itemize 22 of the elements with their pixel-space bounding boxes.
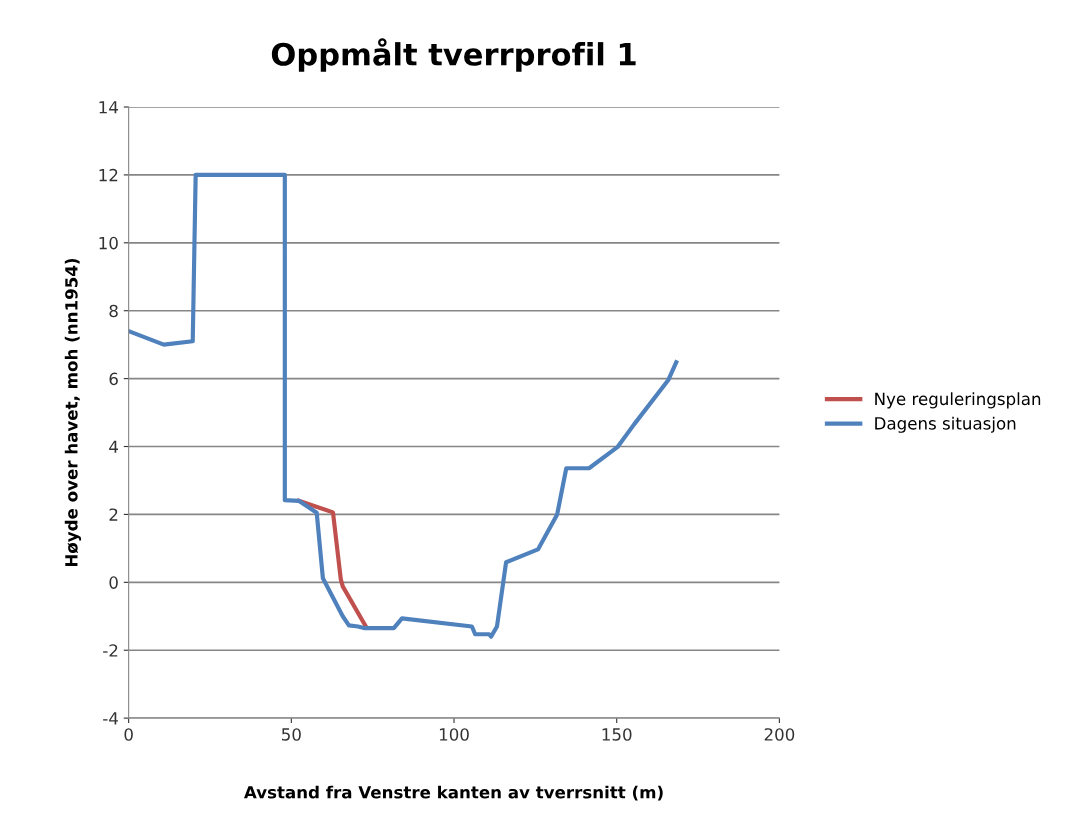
x-tick-label: 150 — [602, 728, 632, 741]
y-axis-title: Høyde over havet, moh (nn1954) — [64, 258, 82, 567]
line-series — [128, 172, 679, 639]
y-tick-label: 6 — [109, 372, 118, 386]
x-tick-label: 100 — [439, 728, 469, 741]
y-tick-label: 10 — [99, 236, 118, 250]
y-tick-label: -2 — [103, 644, 118, 657]
legend-label: Nye reguleringsplan — [875, 392, 1041, 409]
x-axis-title: Avstand fra Venstre kanten av tverrsnitt (m) — [243, 785, 663, 801]
y-tick-label: -4 — [103, 712, 118, 725]
y-tick-label: 14 — [99, 101, 118, 114]
y-tick-label: 0 — [109, 576, 118, 589]
legend-label: Dagens situasjon — [875, 416, 1016, 433]
x-tick-label: 0 — [124, 728, 133, 741]
y-tick-label: 12 — [99, 168, 118, 182]
x-tick-label: 50 — [282, 728, 301, 741]
y-tick-label: 8 — [109, 304, 118, 318]
line-series — [296, 498, 368, 629]
chart-title: Oppmålt tverrprofil 1 — [271, 38, 636, 72]
x-tick-label: 200 — [764, 728, 795, 741]
y-tick-label: 4 — [109, 440, 118, 453]
y-tick-label: 2 — [109, 508, 118, 521]
